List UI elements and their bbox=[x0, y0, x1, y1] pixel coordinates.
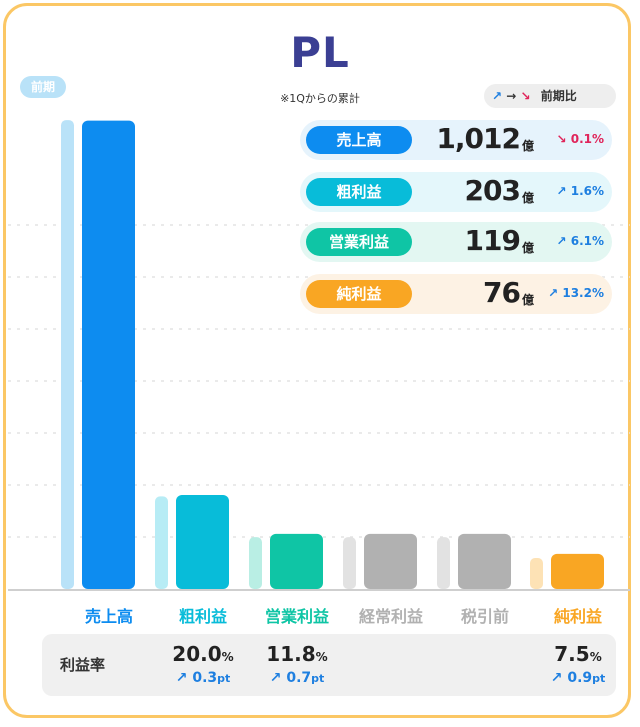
margin-title: 利益率 bbox=[60, 656, 106, 674]
kpi-unit: 億 bbox=[522, 191, 535, 205]
kpi-label: 売上高 bbox=[306, 126, 412, 154]
down-arrow-icon: ↘ bbox=[556, 132, 571, 146]
kpi-value: 119 bbox=[464, 224, 521, 257]
bar-current-5 bbox=[551, 553, 604, 589]
up-arrow-icon: ↗ bbox=[556, 184, 571, 198]
margin-value-net: 7.5% bbox=[554, 642, 602, 666]
kpi-change: ↗ 13.2% bbox=[548, 286, 604, 300]
category-label-ordinary: 経常利益 bbox=[358, 607, 423, 626]
down-arrow-icon: ↘ bbox=[520, 89, 531, 103]
up-arrow-icon: ↗ bbox=[492, 89, 503, 103]
legend-label: 前期比 bbox=[540, 89, 577, 103]
kpi-value: 76 bbox=[483, 276, 521, 309]
bar-current-1 bbox=[176, 495, 229, 589]
category-label-gross: 粗利益 bbox=[178, 607, 227, 626]
chart-subtitle: ※1Qからの累計 bbox=[280, 92, 360, 105]
profit-margin-panel: 利益率 20.0% ↗ 0.3pt 11.8% ↗ 0.7pt 7.5% ↗ 0… bbox=[42, 634, 616, 696]
category-label-sales: 売上高 bbox=[84, 607, 133, 626]
right-arrow-icon: → bbox=[506, 89, 517, 103]
up-arrow-icon: ↗ bbox=[550, 670, 568, 686]
up-arrow-icon: ↗ bbox=[175, 670, 193, 686]
bar-previous-4 bbox=[437, 537, 450, 589]
up-arrow-icon: ↗ bbox=[269, 670, 287, 686]
bar-previous-2 bbox=[249, 537, 262, 589]
bar-previous-3 bbox=[343, 537, 356, 589]
margin-change-gross: ↗ 0.3pt bbox=[175, 670, 231, 686]
category-label-net: 純利益 bbox=[553, 607, 602, 626]
kpi-row-operating: 営業利益 119 億 ↗ 6.1% bbox=[300, 222, 612, 262]
up-arrow-icon: ↗ bbox=[556, 234, 571, 248]
bar-current-3 bbox=[364, 533, 417, 589]
kpi-change: ↗ 6.1% bbox=[556, 234, 604, 248]
kpi-unit: 億 bbox=[522, 139, 535, 153]
kpi-row-sales: 売上高 1,012 億 ↘ 0.1% bbox=[300, 120, 612, 160]
bar-current-0 bbox=[82, 120, 135, 590]
chart-title: PL bbox=[290, 28, 350, 77]
kpi-unit: 億 bbox=[522, 293, 535, 307]
category-label-pretax: 税引前 bbox=[460, 607, 509, 626]
bar-current-2 bbox=[270, 533, 323, 589]
kpi-row-net: 純利益 76 億 ↗ 13.2% bbox=[300, 274, 612, 314]
kpi-value: 1,012 bbox=[436, 122, 521, 155]
kpi-unit: 億 bbox=[522, 241, 535, 255]
margin-change-net: ↗ 0.9pt bbox=[550, 670, 606, 686]
previous-period-label: 前期 bbox=[20, 76, 66, 98]
bar-previous-0 bbox=[61, 120, 74, 589]
kpi-change: ↗ 1.6% bbox=[556, 184, 604, 198]
margin-change-operating: ↗ 0.7pt bbox=[269, 670, 325, 686]
up-arrow-icon: ↗ bbox=[548, 286, 563, 300]
category-label-operating: 営業利益 bbox=[264, 607, 329, 626]
kpi-label: 粗利益 bbox=[306, 178, 412, 206]
kpi-label: 営業利益 bbox=[306, 228, 412, 256]
legend-change-key: ↗ → ↘ 前期比 bbox=[484, 84, 616, 108]
bar-previous-1 bbox=[155, 496, 168, 589]
kpi-change: ↘ 0.1% bbox=[556, 132, 604, 146]
margin-value-gross: 20.0% bbox=[172, 642, 234, 666]
kpi-label: 純利益 bbox=[306, 280, 412, 308]
kpi-row-gross: 粗利益 203 億 ↗ 1.6% bbox=[300, 172, 612, 212]
kpi-value: 203 bbox=[464, 174, 521, 207]
bar-previous-5 bbox=[530, 557, 543, 589]
bar-current-4 bbox=[458, 533, 511, 589]
margin-value-operating: 11.8% bbox=[266, 642, 328, 666]
